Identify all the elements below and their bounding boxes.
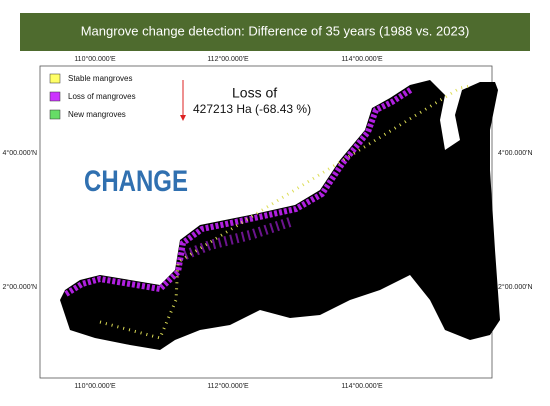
coord-top: 114°00.000'E <box>341 55 383 63</box>
coord-bottom: 112°00.000'E <box>207 382 249 390</box>
coord-top: 112°00.000'E <box>207 55 249 63</box>
legend-swatch <box>49 73 61 84</box>
coord-top: 110°00.000'E <box>74 55 116 63</box>
overlay-text: CHANGE <box>84 163 188 197</box>
coord-left: 4°00.000'N <box>3 149 38 157</box>
legend: Stable mangroves Loss of mangroves New m… <box>49 73 136 120</box>
legend-swatch <box>49 91 61 102</box>
legend-label: Stable mangroves <box>68 74 132 83</box>
mangrove-loss-inland <box>183 217 292 260</box>
coord-right: 2°00.000'N <box>498 283 533 291</box>
title: Mangrove change detection: Difference of… <box>81 23 470 38</box>
coord-left: 2°00.000'N <box>3 283 38 291</box>
coord-right: 4°00.000'N <box>498 149 533 157</box>
annotation-line1: Loss of <box>232 85 277 101</box>
mangrove-loss-coast <box>64 86 414 297</box>
coord-bottom: 110°00.000'E <box>74 382 116 390</box>
coord-bottom: 114°00.000'E <box>341 382 383 390</box>
legend-label: New mangroves <box>68 110 126 119</box>
title-bar <box>20 13 530 51</box>
arrow-head <box>180 115 186 121</box>
legend-label: Loss of mangroves <box>68 92 136 101</box>
legend-swatch <box>49 109 61 120</box>
annotation-line2: 427213 Ha (-68.43 %) <box>193 102 311 116</box>
